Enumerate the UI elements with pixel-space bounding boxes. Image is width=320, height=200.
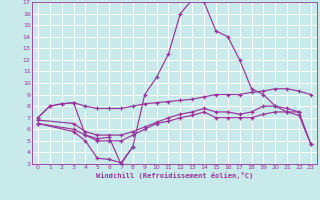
X-axis label: Windchill (Refroidissement éolien,°C): Windchill (Refroidissement éolien,°C) [96, 172, 253, 179]
